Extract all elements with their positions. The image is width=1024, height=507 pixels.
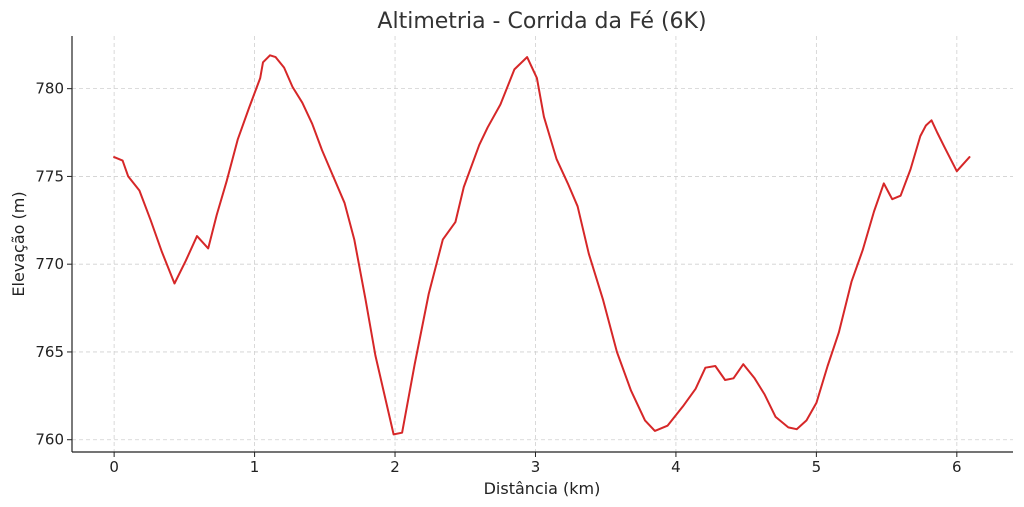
- x-tick-label: 1: [250, 458, 260, 476]
- chart-title: Altimetria - Corrida da Fé (6K): [377, 9, 706, 34]
- y-tick-label: 760: [35, 431, 64, 449]
- grid-lines: [72, 36, 1013, 452]
- y-axis-label: Elevação (m): [9, 191, 28, 296]
- x-tick-label: 3: [531, 458, 541, 476]
- y-axis-ticks: 760 765 770 775 780: [35, 80, 72, 449]
- y-tick-label: 780: [35, 80, 64, 98]
- y-tick-label: 775: [35, 167, 64, 185]
- x-tick-label: 5: [812, 458, 822, 476]
- plot-area: [113, 54, 971, 436]
- x-tick-label: 4: [671, 458, 681, 476]
- x-tick-label: 2: [390, 458, 400, 476]
- x-axis-label: Distância (km): [484, 479, 601, 498]
- y-tick-label: 770: [35, 255, 64, 273]
- x-tick-label: 0: [109, 458, 119, 476]
- x-tick-label: 6: [952, 458, 962, 476]
- x-axis-ticks: 0 1 2 3 4 5 6: [109, 452, 962, 476]
- y-tick-label: 765: [35, 343, 64, 361]
- elevation-line: [113, 54, 971, 436]
